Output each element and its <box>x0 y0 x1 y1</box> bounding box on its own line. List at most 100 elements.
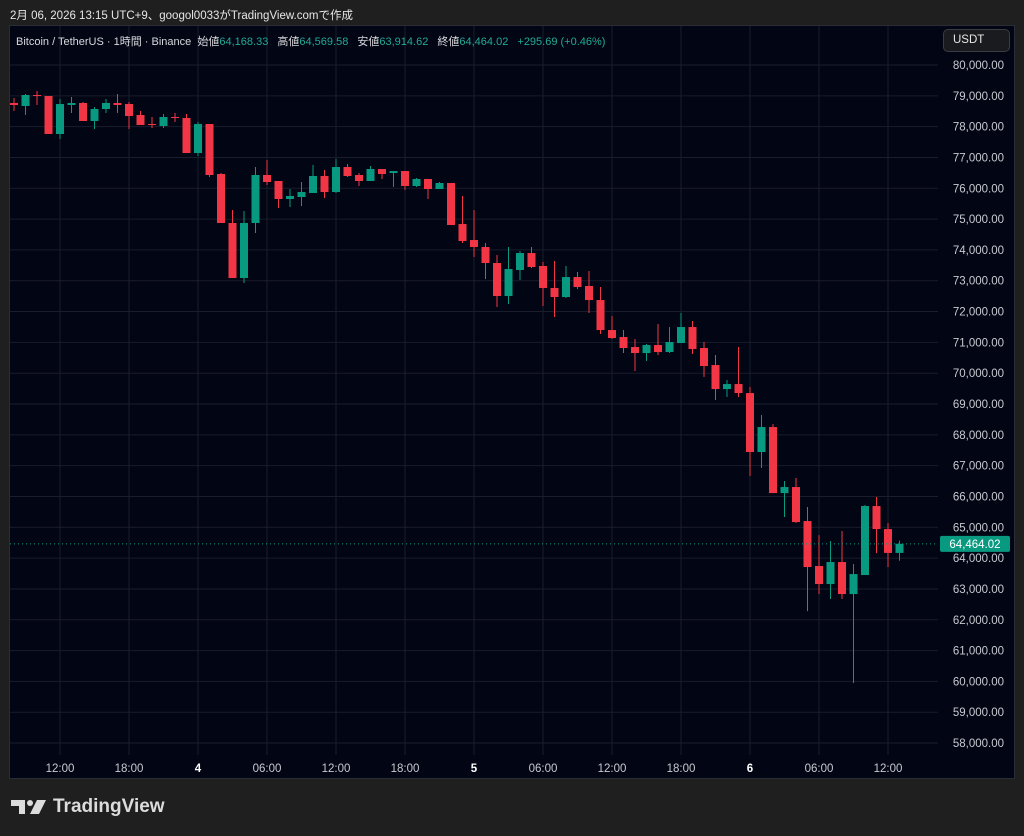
candle-02050900 <box>573 272 582 290</box>
candle-body <box>21 94 30 106</box>
candle-02060100 <box>757 415 766 469</box>
price-axis-label: 64,000.00 <box>953 553 1004 565</box>
candle-02060400 <box>792 478 800 524</box>
candle-02060200 <box>769 424 777 494</box>
candle-02041400 <box>355 173 363 186</box>
candle-body <box>10 103 18 106</box>
candle-body <box>734 384 743 394</box>
candle-body <box>366 169 375 182</box>
candle-body <box>171 116 179 119</box>
candle-body <box>780 487 789 494</box>
candle-body <box>447 183 455 226</box>
price-axis-label: 73,000.00 <box>953 276 1004 288</box>
candle-02050600 <box>539 262 547 307</box>
candle-02041200 <box>332 159 340 194</box>
candle-02051800 <box>677 313 685 344</box>
candle-body <box>711 365 720 390</box>
candle-body <box>562 277 570 298</box>
candle-02030800 <box>10 98 18 112</box>
time-axis-label: 18:00 <box>115 763 144 775</box>
candle-02030900 <box>21 94 30 115</box>
candle-02051500 <box>642 344 651 362</box>
high-label: 高値 <box>277 36 300 48</box>
close-label: 終値 <box>437 36 460 48</box>
price-axis-label: 75,000.00 <box>953 214 1004 226</box>
candle-body <box>33 94 41 97</box>
candle-body <box>619 337 628 349</box>
candle-body <box>355 174 363 182</box>
price-axis-label: 78,000.00 <box>953 122 1004 134</box>
candle-02061200 <box>884 523 892 568</box>
candle-body <box>424 179 432 190</box>
time-axis-label: 18:00 <box>391 763 420 775</box>
candle-02061000 <box>861 505 869 576</box>
price-axis-label: 65,000.00 <box>953 522 1004 534</box>
candle-body <box>516 253 524 271</box>
candle-02040800 <box>286 189 294 208</box>
last-price-tag <box>940 535 1010 552</box>
candle-02060300 <box>780 481 789 518</box>
candle-body <box>803 521 812 568</box>
price-axis-label: 61,000.00 <box>953 646 1004 658</box>
candle-02052000 <box>700 342 708 378</box>
candle-02042000 <box>424 179 432 200</box>
candle-body <box>79 103 87 121</box>
candle-02060900 <box>849 564 858 684</box>
candle-body <box>274 181 283 200</box>
candle-02041600 <box>378 169 386 180</box>
candle-02051400 <box>631 339 639 372</box>
price-axis-label: 66,000.00 <box>953 491 1004 503</box>
candle-body <box>631 347 639 354</box>
candle-body <box>792 487 800 523</box>
candle-body <box>44 96 53 135</box>
candle-02050100 <box>481 243 490 280</box>
symbol-legend: Bitcoin / TetherUS · 1時間 · Binance 始値64,… <box>16 33 611 49</box>
candle-body <box>401 171 409 186</box>
candle-body <box>815 566 823 585</box>
candle-body <box>596 300 605 331</box>
price-axis-label: 62,000.00 <box>953 615 1004 627</box>
candle-body <box>286 196 294 200</box>
candle-body <box>539 266 547 289</box>
candle-body <box>861 506 869 576</box>
time-axis-label: 12:00 <box>874 763 903 775</box>
symbol-name[interactable]: Bitcoin / TetherUS · 1時間 · Binance <box>16 36 192 48</box>
logo-text: TradingView <box>53 796 165 817</box>
close-value: 64,464.02 <box>459 36 509 48</box>
high-value: 64,569.58 <box>299 36 349 48</box>
candle-02041300 <box>343 163 352 177</box>
candle-02060600 <box>815 535 823 595</box>
price-axis-label: 68,000.00 <box>953 430 1004 442</box>
candle-body <box>343 167 352 177</box>
time-axis-label: 4 <box>195 763 202 775</box>
candle-02051900 <box>688 321 697 355</box>
price-axis-label: 71,000.00 <box>953 337 1004 349</box>
currency-button[interactable]: USDT <box>943 29 1010 52</box>
candle-02061300 <box>895 540 904 561</box>
candle-02031000 <box>33 91 41 106</box>
price-axis-label: 63,000.00 <box>953 584 1004 596</box>
low-value: 63,914.62 <box>379 36 429 48</box>
candle-body <box>573 277 582 288</box>
price-axis-label: 80,000.00 <box>953 60 1004 72</box>
candle-body <box>527 253 536 268</box>
candle-body <box>67 103 76 106</box>
candle-body <box>332 167 340 193</box>
candle-02060000 <box>746 387 754 477</box>
price-axis-label: 67,000.00 <box>953 461 1004 473</box>
tradingview-logo[interactable]: TradingView <box>11 796 165 818</box>
candle-02031500 <box>90 107 99 130</box>
price-axis-label: 77,000.00 <box>953 152 1004 164</box>
candle-02040700 <box>274 181 283 209</box>
candle-body <box>309 176 317 194</box>
chart-panel[interactable] <box>9 25 1015 779</box>
candle-02050500 <box>527 247 536 269</box>
candle-body <box>895 543 904 553</box>
candle-body <box>700 348 708 367</box>
candle-02041800 <box>401 171 409 191</box>
candle-02031300 <box>67 96 76 114</box>
candle-02040500 <box>251 167 260 234</box>
last-price-label: 64,464.02 <box>949 539 1000 551</box>
candle-02041100 <box>320 170 329 199</box>
